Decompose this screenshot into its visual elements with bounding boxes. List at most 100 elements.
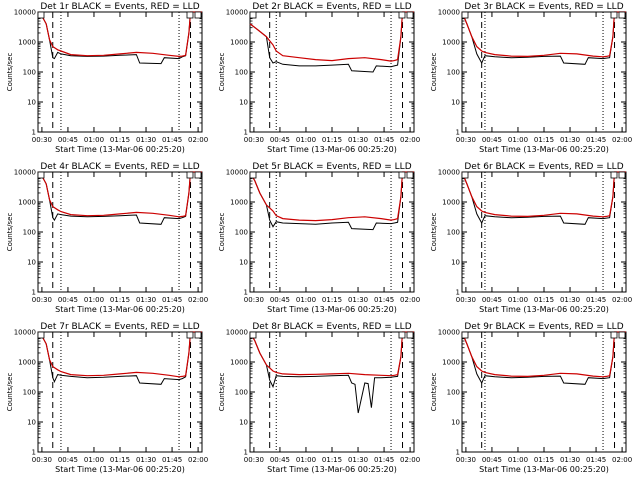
y-tick-label: 100 (447, 69, 460, 77)
x-tick-label: 00:45 (270, 136, 290, 144)
x-tick-label: 01:15 (534, 296, 554, 304)
x-tick-label: 01:15 (322, 296, 342, 304)
y-tick-label: 10000 (226, 9, 248, 17)
y-tick-label: 1 (456, 449, 460, 457)
x-tick-label: 02:00 (188, 456, 208, 464)
x-axis-label: Start Time (13-Mar-06 00:25:20) (479, 305, 609, 314)
detector-panel: Det 4r BLACK = Events, RED = LLD 1 10 100 10… (6, 162, 208, 314)
panel-title: Det 6r BLACK = Events, RED = LLD (464, 162, 623, 172)
panel-title: Det 9r BLACK = Events, RED = LLD (464, 322, 623, 332)
saturation-marker (406, 331, 414, 339)
y-tick-label: 100 (235, 229, 248, 237)
events-series-line (249, 331, 414, 414)
detector-panel: Det 9r BLACK = Events, RED = LLD 1 10 100 10… (430, 322, 632, 474)
saturation-marker (186, 11, 194, 19)
x-tick-label: 01:45 (586, 456, 606, 464)
saturation-marker (186, 331, 194, 339)
x-tick-label: 00:45 (270, 456, 290, 464)
x-tick-label: 02:00 (188, 296, 208, 304)
lld-series-line (37, 331, 202, 378)
y-tick-label: 10 (27, 259, 36, 267)
y-axis-label: Counts/sec (430, 53, 438, 92)
detector-panel: Det 1r BLACK = Events, RED = LLD 1 10 100 10… (6, 2, 208, 154)
events-series-line (461, 171, 626, 225)
saturation-marker (461, 331, 469, 339)
saturation-marker (406, 11, 414, 19)
x-tick-label: 01:30 (560, 296, 580, 304)
y-tick-label: 10 (27, 99, 36, 107)
saturation-marker (37, 11, 45, 19)
y-axis-label: Counts/sec (430, 373, 438, 412)
plot-frame (461, 331, 627, 453)
y-axis-label: Counts/sec (6, 53, 14, 92)
y-tick-label: 100 (447, 229, 460, 237)
lld-series-line (249, 171, 414, 222)
y-tick-label: 1000 (230, 199, 248, 207)
x-tick-label: 01:15 (322, 136, 342, 144)
y-axis-label: Counts/sec (6, 213, 14, 252)
detector-panel: Det 8r BLACK = Events, RED = LLD 1 10 100 10… (218, 322, 420, 474)
plot-frame (37, 11, 203, 133)
panel-title: Det 8r BLACK = Events, RED = LLD (252, 322, 411, 332)
y-tick-label: 100 (235, 389, 248, 397)
x-tick-label: 01:45 (374, 456, 394, 464)
y-tick-label: 10000 (226, 329, 248, 337)
y-tick-label: 1 (244, 129, 248, 137)
y-axis-label: Counts/sec (218, 373, 226, 412)
x-axis-label: Start Time (13-Mar-06 00:25:20) (267, 465, 397, 474)
y-tick-label: 1 (244, 289, 248, 297)
x-tick-label: 01:00 (508, 456, 528, 464)
x-tick-label: 00:30 (244, 136, 264, 144)
x-axis-label: Start Time (13-Mar-06 00:25:20) (479, 465, 609, 474)
x-tick-label: 01:45 (374, 296, 394, 304)
x-tick-label: 00:30 (456, 456, 476, 464)
saturation-marker (398, 11, 406, 19)
x-tick-label: 01:00 (296, 456, 316, 464)
plot-frame (249, 331, 415, 453)
plot-frame (461, 11, 627, 133)
saturation-marker (618, 331, 626, 339)
y-axis-label: Counts/sec (218, 213, 226, 252)
x-tick-label: 01:30 (348, 136, 368, 144)
x-tick-label: 01:00 (508, 296, 528, 304)
events-series-line (461, 331, 626, 385)
x-tick-label: 01:00 (84, 136, 104, 144)
x-tick-label: 01:00 (508, 136, 528, 144)
x-tick-label: 01:30 (560, 456, 580, 464)
x-tick-label: 01:30 (136, 296, 156, 304)
panel-title: Det 2r BLACK = Events, RED = LLD (252, 2, 411, 12)
y-tick-label: 100 (23, 69, 36, 77)
saturation-marker (461, 171, 469, 179)
x-tick-label: 01:15 (110, 296, 130, 304)
saturation-marker (194, 171, 202, 179)
lld-series-line (461, 171, 626, 218)
saturation-marker (610, 171, 618, 179)
x-tick-label: 01:30 (136, 136, 156, 144)
x-tick-label: 01:45 (162, 296, 182, 304)
x-axis-label: Start Time (13-Mar-06 00:25:20) (479, 145, 609, 154)
x-tick-label: 02:00 (188, 136, 208, 144)
y-tick-label: 1 (32, 129, 36, 137)
saturation-marker (398, 171, 406, 179)
y-tick-label: 1 (32, 289, 36, 297)
lld-series-line (461, 11, 626, 58)
x-tick-label: 00:30 (32, 136, 52, 144)
events-series-line (461, 11, 626, 65)
y-tick-label: 10 (27, 419, 36, 427)
x-tick-label: 01:00 (296, 296, 316, 304)
x-tick-label: 01:45 (162, 456, 182, 464)
y-tick-label: 10 (239, 259, 248, 267)
x-tick-label: 01:30 (348, 456, 368, 464)
saturation-marker (194, 11, 202, 19)
x-tick-label: 02:00 (400, 456, 420, 464)
y-tick-label: 10 (451, 419, 460, 427)
y-tick-label: 10 (451, 99, 460, 107)
x-tick-label: 01:15 (534, 456, 554, 464)
x-tick-label: 00:30 (244, 296, 264, 304)
y-tick-label: 1000 (18, 199, 36, 207)
lld-series-line (37, 171, 202, 218)
saturation-marker (610, 331, 618, 339)
plot-frame (249, 171, 415, 293)
x-tick-label: 00:45 (482, 296, 502, 304)
